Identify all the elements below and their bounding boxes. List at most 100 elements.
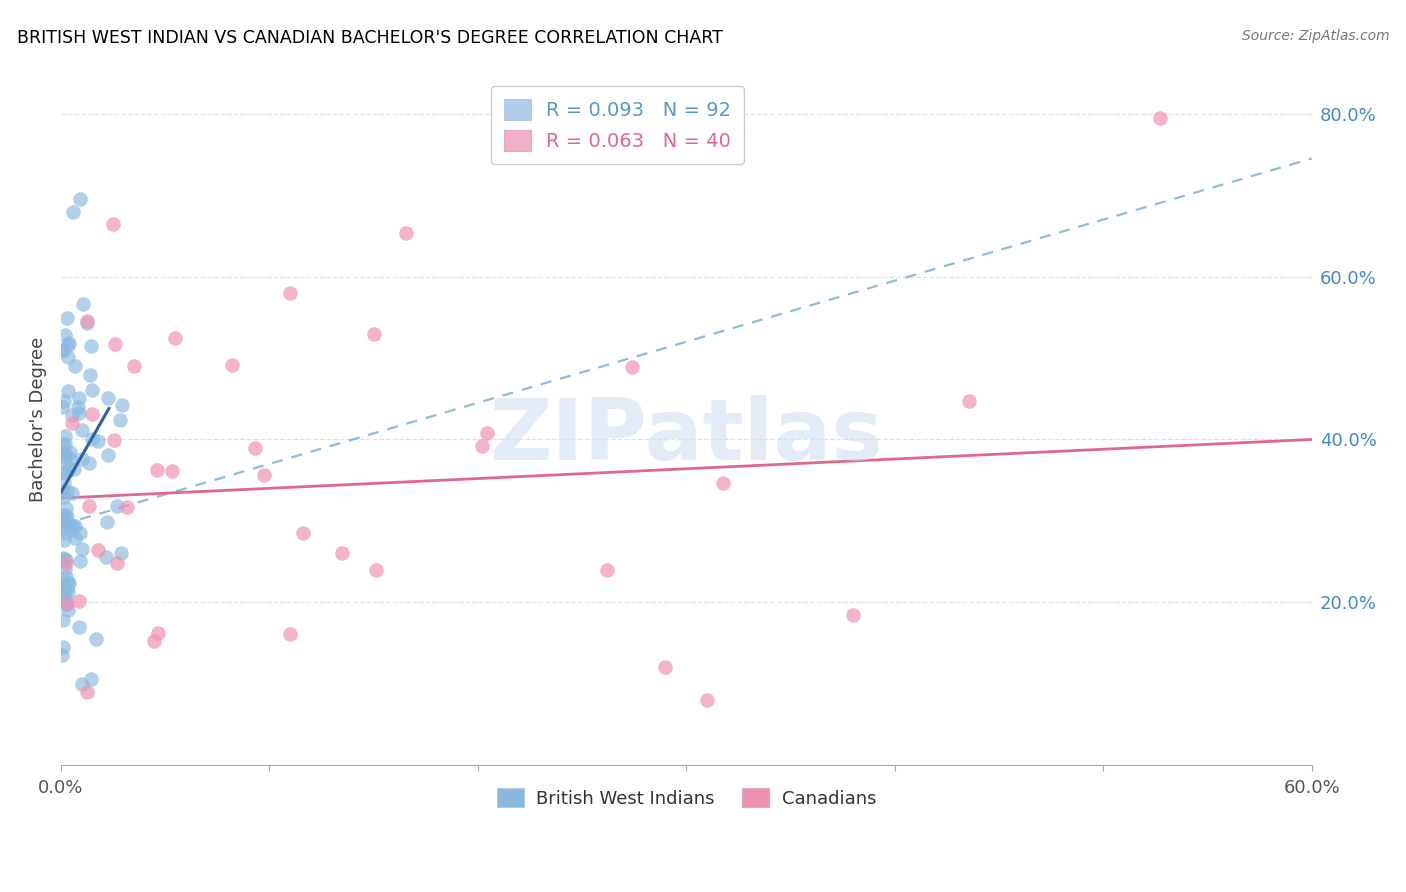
Text: Source: ZipAtlas.com: Source: ZipAtlas.com bbox=[1241, 29, 1389, 43]
Point bbox=[51, 400, 73, 414]
Point bbox=[52, 640, 75, 654]
Point bbox=[52, 393, 75, 408]
Point bbox=[58, 516, 80, 531]
Point bbox=[55, 450, 77, 465]
Text: BRITISH WEST INDIAN VS CANADIAN BACHELOR'S DEGREE CORRELATION CHART: BRITISH WEST INDIAN VS CANADIAN BACHELOR… bbox=[17, 29, 723, 46]
Point bbox=[58, 462, 80, 476]
Point bbox=[70, 542, 93, 557]
Point bbox=[60, 416, 83, 430]
Point bbox=[94, 550, 117, 565]
Point bbox=[67, 401, 90, 415]
Point bbox=[76, 314, 98, 328]
Point bbox=[52, 485, 75, 500]
Point bbox=[52, 585, 75, 599]
Point bbox=[58, 336, 80, 351]
Point bbox=[59, 523, 82, 537]
Point bbox=[595, 563, 617, 577]
Point bbox=[52, 445, 75, 459]
Point bbox=[58, 384, 80, 398]
Point bbox=[471, 439, 494, 453]
Point bbox=[87, 434, 110, 448]
Point bbox=[395, 226, 418, 240]
Point bbox=[52, 438, 75, 452]
Point bbox=[103, 433, 125, 447]
Point bbox=[56, 508, 79, 523]
Point bbox=[253, 468, 276, 483]
Point bbox=[56, 516, 79, 530]
Point bbox=[76, 316, 98, 330]
Point bbox=[278, 626, 301, 640]
Point bbox=[53, 327, 76, 342]
Point bbox=[52, 475, 75, 489]
Point bbox=[56, 310, 79, 325]
Point bbox=[53, 446, 76, 460]
Point bbox=[77, 499, 100, 513]
Point bbox=[55, 516, 77, 530]
Point bbox=[69, 192, 91, 206]
Point bbox=[122, 359, 145, 373]
Point bbox=[162, 465, 184, 479]
Point bbox=[53, 465, 76, 479]
Point bbox=[842, 607, 865, 622]
Point bbox=[55, 556, 77, 570]
Point bbox=[63, 532, 86, 546]
Point bbox=[63, 519, 86, 533]
Point bbox=[696, 693, 718, 707]
Point bbox=[51, 520, 73, 534]
Point bbox=[278, 285, 301, 300]
Point bbox=[243, 441, 266, 455]
Point bbox=[56, 350, 79, 364]
Point bbox=[58, 584, 80, 599]
Point bbox=[55, 484, 77, 499]
Point bbox=[79, 368, 101, 382]
Point bbox=[53, 514, 76, 528]
Point bbox=[621, 360, 644, 375]
Point bbox=[72, 677, 94, 691]
Point bbox=[96, 515, 118, 529]
Point bbox=[711, 475, 734, 490]
Point bbox=[69, 525, 91, 540]
Y-axis label: Bachelor's Degree: Bachelor's Degree bbox=[30, 336, 46, 501]
Point bbox=[84, 632, 107, 646]
Point bbox=[56, 338, 79, 352]
Point bbox=[62, 518, 84, 533]
Point bbox=[67, 593, 90, 607]
Point bbox=[72, 296, 94, 310]
Point bbox=[53, 429, 76, 443]
Point bbox=[58, 445, 80, 459]
Point bbox=[55, 501, 77, 516]
Point bbox=[108, 413, 131, 427]
Point bbox=[163, 331, 186, 345]
Point bbox=[87, 542, 110, 557]
Point bbox=[110, 546, 132, 560]
Point bbox=[330, 546, 353, 560]
Point bbox=[146, 463, 169, 477]
Point bbox=[51, 648, 73, 662]
Point bbox=[58, 576, 80, 591]
Point bbox=[105, 499, 128, 513]
Point bbox=[55, 597, 77, 611]
Point bbox=[60, 486, 83, 500]
Point bbox=[364, 563, 387, 577]
Point bbox=[51, 508, 73, 523]
Point bbox=[52, 576, 75, 591]
Point bbox=[363, 326, 385, 341]
Text: ZIPatlas: ZIPatlas bbox=[489, 395, 883, 478]
Point bbox=[104, 337, 127, 351]
Point bbox=[110, 399, 132, 413]
Point bbox=[52, 343, 75, 358]
Point bbox=[62, 205, 84, 219]
Point bbox=[53, 508, 76, 522]
Point bbox=[97, 448, 120, 462]
Point bbox=[146, 625, 169, 640]
Point bbox=[52, 343, 75, 357]
Point bbox=[221, 358, 243, 372]
Point bbox=[56, 582, 79, 596]
Point bbox=[52, 551, 75, 566]
Point bbox=[957, 394, 980, 409]
Point bbox=[52, 552, 75, 566]
Point bbox=[55, 591, 77, 606]
Point bbox=[55, 569, 77, 583]
Point bbox=[80, 407, 103, 421]
Point bbox=[82, 432, 104, 446]
